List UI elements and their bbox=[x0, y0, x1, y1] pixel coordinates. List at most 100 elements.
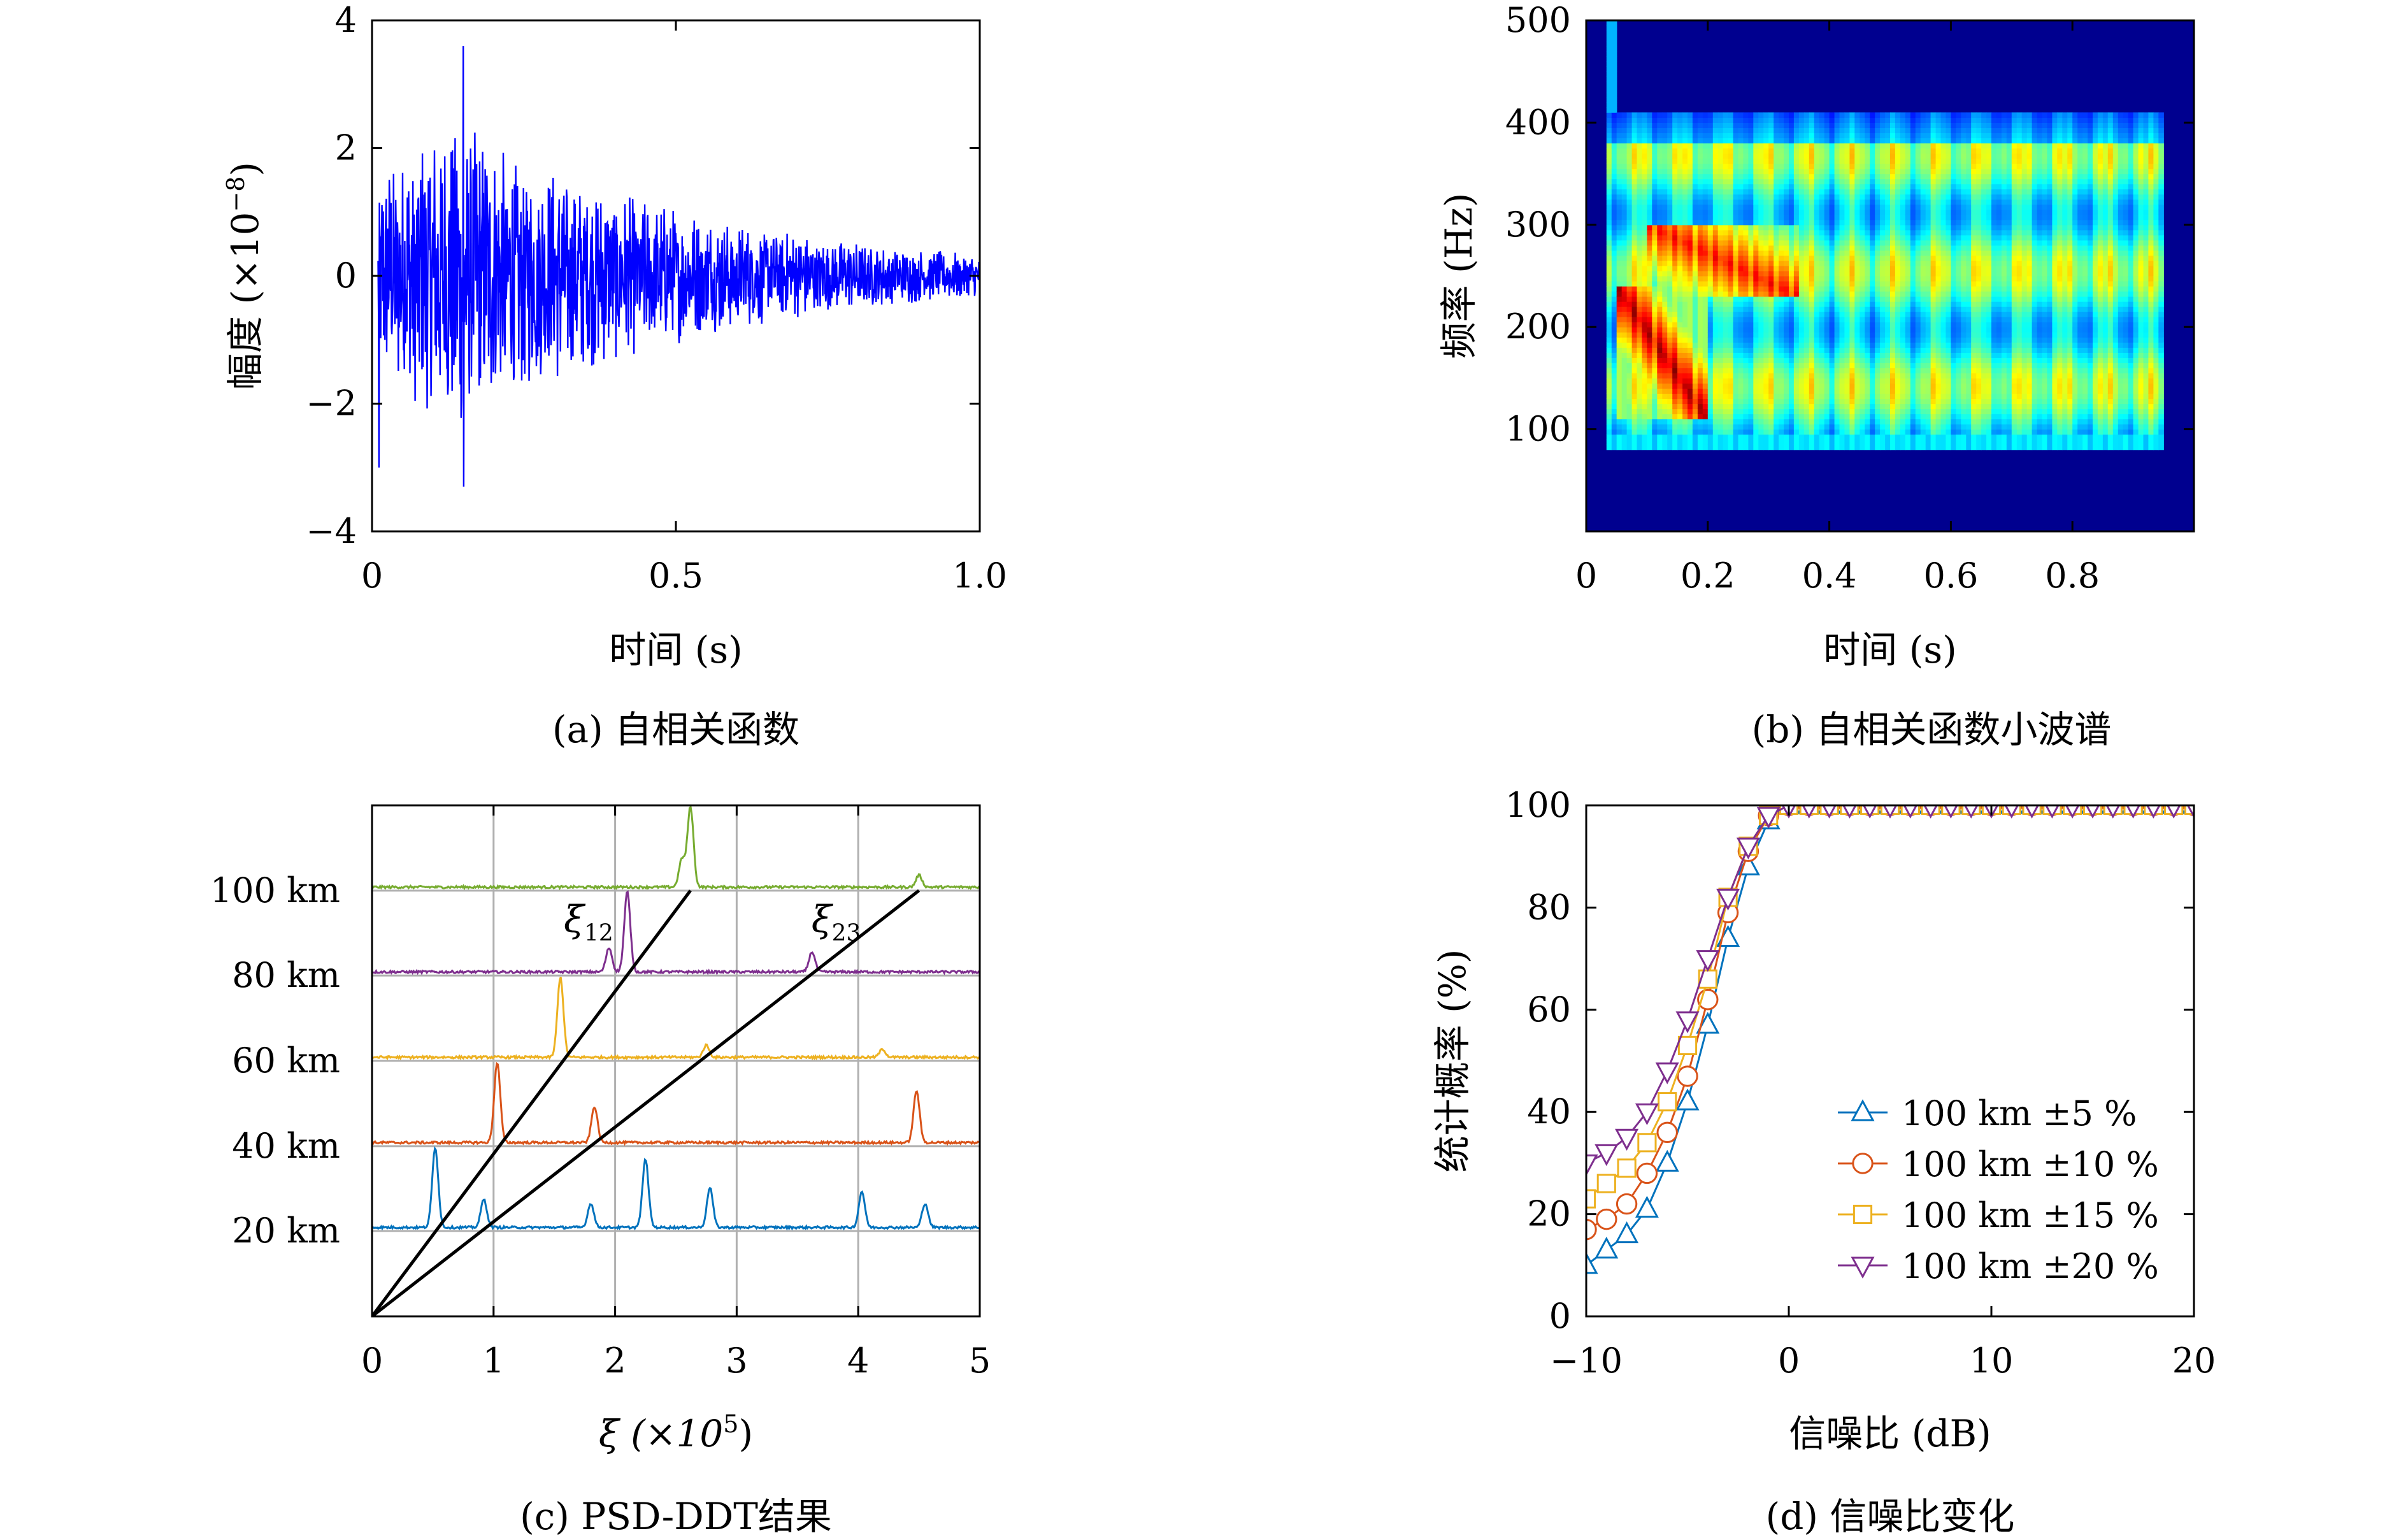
heatmap-cell bbox=[1905, 234, 1911, 241]
heatmap-cell bbox=[1890, 199, 1896, 205]
heatmap-cell bbox=[1758, 322, 1764, 327]
heatmap-cell bbox=[1875, 408, 1881, 415]
heatmap-cell bbox=[1819, 168, 1825, 175]
heatmap-cell bbox=[1854, 184, 1860, 190]
heatmap-cell bbox=[1733, 194, 1739, 200]
heatmap-cell bbox=[1880, 414, 1886, 420]
heatmap-cell bbox=[1844, 424, 1850, 430]
heatmap-cell bbox=[1692, 153, 1698, 159]
heatmap-cell bbox=[1971, 306, 1977, 312]
heatmap-cell bbox=[1834, 229, 1840, 236]
heatmap-cell bbox=[1743, 281, 1749, 287]
heatmap-cell bbox=[1819, 214, 1825, 220]
heatmap-cell bbox=[1688, 398, 1693, 405]
heatmap-cell bbox=[1849, 117, 1855, 123]
heatmap-cell bbox=[1662, 153, 1668, 159]
heatmap-cell bbox=[1621, 173, 1628, 180]
heatmap-cell bbox=[1779, 127, 1784, 133]
heatmap-cell bbox=[1631, 332, 1638, 338]
heatmap-cell bbox=[1753, 173, 1759, 180]
heatmap-cell bbox=[1733, 184, 1739, 190]
heatmap-cell bbox=[1768, 173, 1774, 180]
heatmap-cell bbox=[1753, 229, 1759, 236]
heatmap-cell bbox=[1844, 368, 1850, 373]
heatmap-cell bbox=[1860, 133, 1865, 138]
heatmap-cell bbox=[1890, 219, 1896, 226]
heatmap-cell bbox=[1951, 117, 1956, 123]
heatmap-cell bbox=[1758, 245, 1764, 251]
heatmap-cell bbox=[1900, 138, 1906, 144]
heatmap-cell bbox=[1631, 363, 1638, 368]
heatmap-cell bbox=[1642, 194, 1647, 200]
heatmap-cell bbox=[1677, 347, 1683, 353]
heatmap-cell bbox=[1809, 383, 1815, 389]
heatmap-cell bbox=[1717, 148, 1724, 154]
heatmap-cell bbox=[1611, 296, 1617, 302]
heatmap-cell bbox=[1768, 296, 1774, 302]
heatmap-cell bbox=[1930, 332, 1937, 338]
heatmap-cell bbox=[1849, 342, 1855, 348]
heatmap-cell bbox=[1606, 92, 1612, 97]
heatmap-cell bbox=[1834, 240, 1840, 246]
heatmap-cell bbox=[1758, 148, 1764, 154]
heatmap-cell bbox=[1875, 403, 1881, 410]
heatmap-cell bbox=[1860, 194, 1865, 200]
heatmap-cell bbox=[1688, 327, 1693, 333]
heatmap-cell bbox=[1652, 393, 1658, 399]
heatmap-cell bbox=[1611, 107, 1617, 113]
heatmap-cell bbox=[1910, 229, 1916, 236]
heatmap-cell bbox=[1860, 271, 1865, 277]
heatmap-cell bbox=[1753, 209, 1759, 215]
heatmap-cell bbox=[1803, 266, 1810, 271]
heatmap-cell bbox=[1652, 199, 1658, 205]
heatmap-cell bbox=[1652, 209, 1658, 215]
heatmap-cell bbox=[1717, 439, 1724, 445]
heatmap-cell bbox=[1839, 363, 1845, 368]
heatmap-cell bbox=[1865, 229, 1870, 236]
heatmap-cell bbox=[1844, 398, 1850, 405]
heatmap-cell bbox=[1834, 327, 1840, 333]
heatmap-cell bbox=[1915, 363, 1921, 368]
heatmap-cell bbox=[1723, 255, 1729, 261]
heatmap-cell bbox=[1621, 204, 1628, 210]
heatmap-cell bbox=[1768, 266, 1774, 271]
heatmap-cell bbox=[1667, 363, 1673, 368]
heatmap-cell bbox=[1961, 403, 1967, 410]
heatmap-cell bbox=[1647, 250, 1652, 256]
heatmap-cell bbox=[1925, 352, 1931, 358]
heatmap-cell bbox=[1631, 312, 1638, 317]
heatmap-cell bbox=[1976, 383, 1982, 389]
heatmap-cell bbox=[1748, 378, 1754, 384]
heatmap-cell bbox=[1930, 337, 1937, 343]
heatmap-cell bbox=[1956, 209, 1961, 215]
heatmap-cell bbox=[1880, 286, 1886, 292]
heatmap-cell bbox=[1616, 296, 1623, 302]
heatmap-cell bbox=[1880, 163, 1886, 169]
heatmap-cell bbox=[1789, 312, 1795, 317]
heatmap-cell bbox=[1712, 281, 1719, 287]
heatmap-cell bbox=[1956, 245, 1961, 251]
heatmap-cell bbox=[1712, 439, 1719, 445]
heatmap-cell bbox=[1606, 260, 1612, 266]
heatmap-cell bbox=[1738, 312, 1744, 317]
heatmap-cell bbox=[1935, 266, 1942, 271]
heatmap-cell bbox=[1712, 306, 1719, 312]
heatmap-cell bbox=[1647, 255, 1652, 261]
heatmap-cell bbox=[1697, 229, 1703, 236]
heatmap-cell bbox=[1672, 112, 1678, 118]
heatmap-cell bbox=[1707, 388, 1714, 394]
heatmap-cell bbox=[1667, 347, 1673, 353]
heatmap-cell bbox=[1667, 317, 1673, 322]
heatmap-cell bbox=[1905, 322, 1911, 327]
heatmap-cell bbox=[1793, 363, 1800, 368]
heatmap-cell bbox=[1667, 281, 1673, 287]
heatmap-cell bbox=[1642, 429, 1647, 435]
heatmap-cell bbox=[1946, 138, 1951, 144]
heatmap-cell bbox=[1682, 168, 1688, 175]
heatmap-cell bbox=[1631, 347, 1638, 353]
heatmap-cell bbox=[1890, 245, 1896, 251]
heatmap-cell bbox=[1971, 148, 1977, 154]
heatmap-cell bbox=[1763, 439, 1769, 445]
heatmap-cell bbox=[1935, 317, 1942, 322]
heatmap-cell bbox=[1662, 240, 1668, 246]
